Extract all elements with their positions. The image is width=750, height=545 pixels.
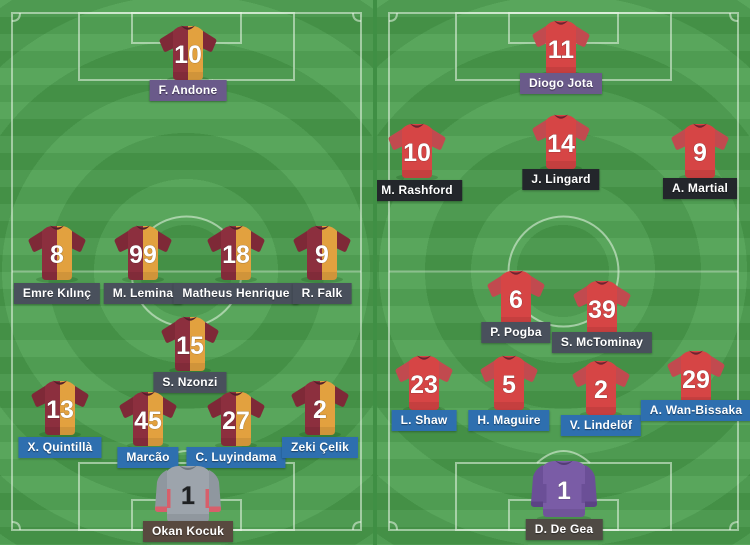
player-name-label[interactable]: P. Pogba [481,322,551,343]
svg-text:1: 1 [557,477,571,505]
player-name-label[interactable]: V. Lindelöf [560,415,642,436]
shirt-icon[interactable]: 14 [529,111,593,173]
shirt-icon[interactable]: 10 [156,22,220,84]
shirt-icon[interactable]: 45 [116,388,180,450]
player-name-label[interactable]: J. Lingard [522,169,600,190]
shirt-icon[interactable]: 9 [668,120,732,182]
svg-text:9: 9 [693,139,707,167]
pitch-away: 11 Diogo Jota 10 M. Rashford 14 J. Linga… [377,0,750,545]
player-name-label[interactable]: M. Lemina [103,283,183,304]
svg-text:27: 27 [222,407,250,435]
shirt-icon[interactable]: 13 [28,377,92,439]
player-name-label[interactable]: Marcão [117,447,179,468]
players-away: 11 Diogo Jota 10 M. Rashford 14 J. Linga… [377,0,750,545]
pitch-home: 10 F. Andone 8 Emre Kılınç 99 M. Lemina [0,0,373,545]
player-name-label[interactable]: A. Martial [662,178,738,199]
shirt-icon[interactable]: 1 [522,457,606,523]
svg-text:18: 18 [222,241,250,269]
svg-text:9: 9 [315,241,329,269]
player-name-label[interactable]: H. Maguire [468,410,550,431]
svg-text:11: 11 [548,36,575,64]
shirt-icon[interactable]: 6 [484,267,548,329]
shirt-icon[interactable]: 27 [204,388,268,450]
shirt-icon[interactable]: 1 [146,462,230,528]
shirt-icon[interactable]: 15 [158,313,222,375]
player-name-label[interactable]: M. Rashford [377,180,462,201]
svg-text:99: 99 [129,241,157,269]
svg-text:39: 39 [588,296,616,324]
player-name-label[interactable]: Emre Kılınç [13,283,101,304]
svg-text:45: 45 [134,407,162,435]
player-name-label[interactable]: C. Luyindama [186,447,286,468]
shirt-icon[interactable]: 11 [529,17,593,79]
shirt-icon[interactable]: 2 [569,357,633,419]
shirt-icon[interactable]: 23 [392,352,456,414]
player-name-label[interactable]: S. McTominay [551,332,653,353]
player-name-label[interactable]: Okan Kocuk [142,521,234,542]
player-name-label[interactable]: A. Wan-Bissaka [640,400,750,421]
svg-text:14: 14 [547,130,575,158]
svg-text:6: 6 [509,286,523,314]
svg-text:1: 1 [181,482,195,510]
shirt-icon[interactable]: 2 [288,377,352,439]
player-name-label[interactable]: F. Andone [149,80,227,101]
svg-text:10: 10 [403,139,431,167]
svg-text:13: 13 [46,396,74,424]
svg-text:15: 15 [176,332,204,360]
svg-text:2: 2 [313,396,327,424]
player-name-label[interactable]: Matheus Henrique [173,283,299,304]
player-name-label[interactable]: X. Quintillà [18,437,102,458]
shirt-icon[interactable]: 5 [477,352,541,414]
shirt-icon[interactable]: 39 [570,277,634,339]
shirt-icon[interactable]: 10 [385,120,449,182]
players-home: 10 F. Andone 8 Emre Kılınç 99 M. Lemina [0,0,373,545]
svg-text:29: 29 [682,366,710,394]
svg-text:5: 5 [502,371,516,399]
shirt-icon[interactable]: 8 [25,222,89,284]
player-name-label[interactable]: Diogo Jota [520,73,602,94]
svg-text:23: 23 [410,371,438,399]
player-name-label[interactable]: S. Nzonzi [153,372,227,393]
player-name-label[interactable]: R. Falk [292,283,352,304]
shirt-icon[interactable]: 99 [111,222,175,284]
shirt-icon[interactable]: 9 [290,222,354,284]
shirt-icon[interactable]: 18 [204,222,268,284]
player-name-label[interactable]: L. Shaw [391,410,457,431]
player-name-label[interactable]: Zeki Çelik [281,437,359,458]
player-name-label[interactable]: D. De Gea [525,519,603,540]
svg-text:10: 10 [174,41,202,69]
svg-text:2: 2 [594,376,608,404]
svg-text:8: 8 [50,241,64,269]
